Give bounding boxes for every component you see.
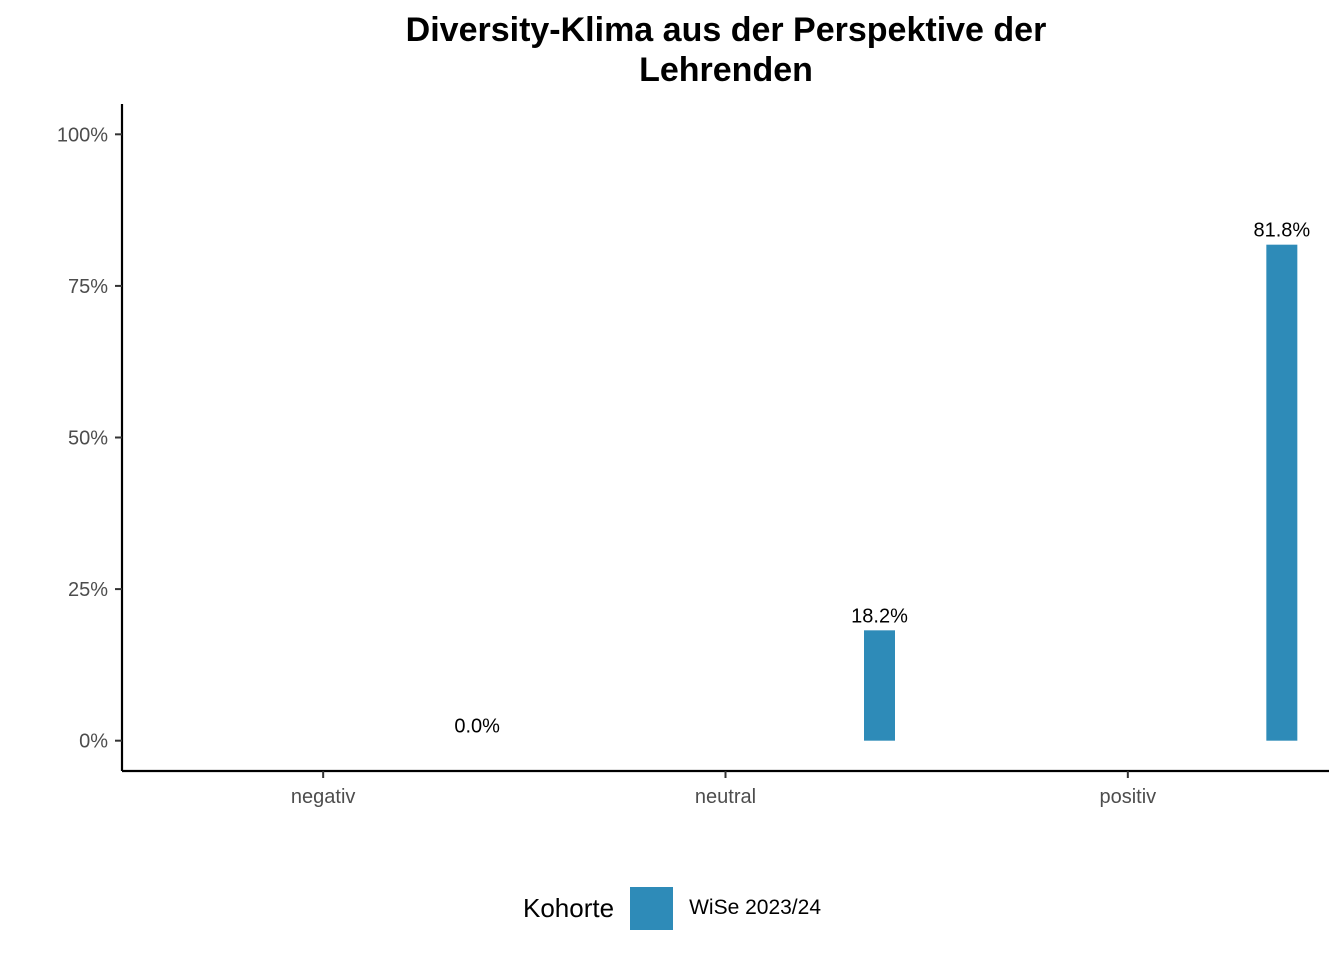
chart-title: Diversity-Klima aus der Perspektive der … — [405, 11, 1047, 89]
legend-label: WiSe 2023/24 — [689, 896, 821, 919]
x-tick-label-negativ: negativ — [291, 786, 356, 808]
legend-swatch — [630, 886, 674, 930]
bar-neutral — [864, 630, 895, 741]
data-label-positiv: 81.8% — [1253, 220, 1310, 242]
bar-positiv — [1266, 244, 1298, 741]
data-label-neutral: 18.2% — [851, 605, 908, 627]
y-tick-label: 75% — [68, 276, 108, 298]
y-tick-label: 0% — [79, 731, 108, 753]
x-tick-label-positiv: positiv — [1099, 786, 1156, 808]
y-tick-label: 50% — [68, 428, 108, 450]
data-label-negativ: 0.0% — [454, 716, 500, 738]
legend-title: Kohorte — [523, 892, 615, 923]
x-tick-label-neutral: neutral — [695, 786, 756, 808]
y-tick-label: 25% — [68, 579, 108, 601]
y-tick-label: 100% — [57, 124, 108, 146]
legend: Kohorte WiSe 2023/24 — [0, 886, 1344, 930]
